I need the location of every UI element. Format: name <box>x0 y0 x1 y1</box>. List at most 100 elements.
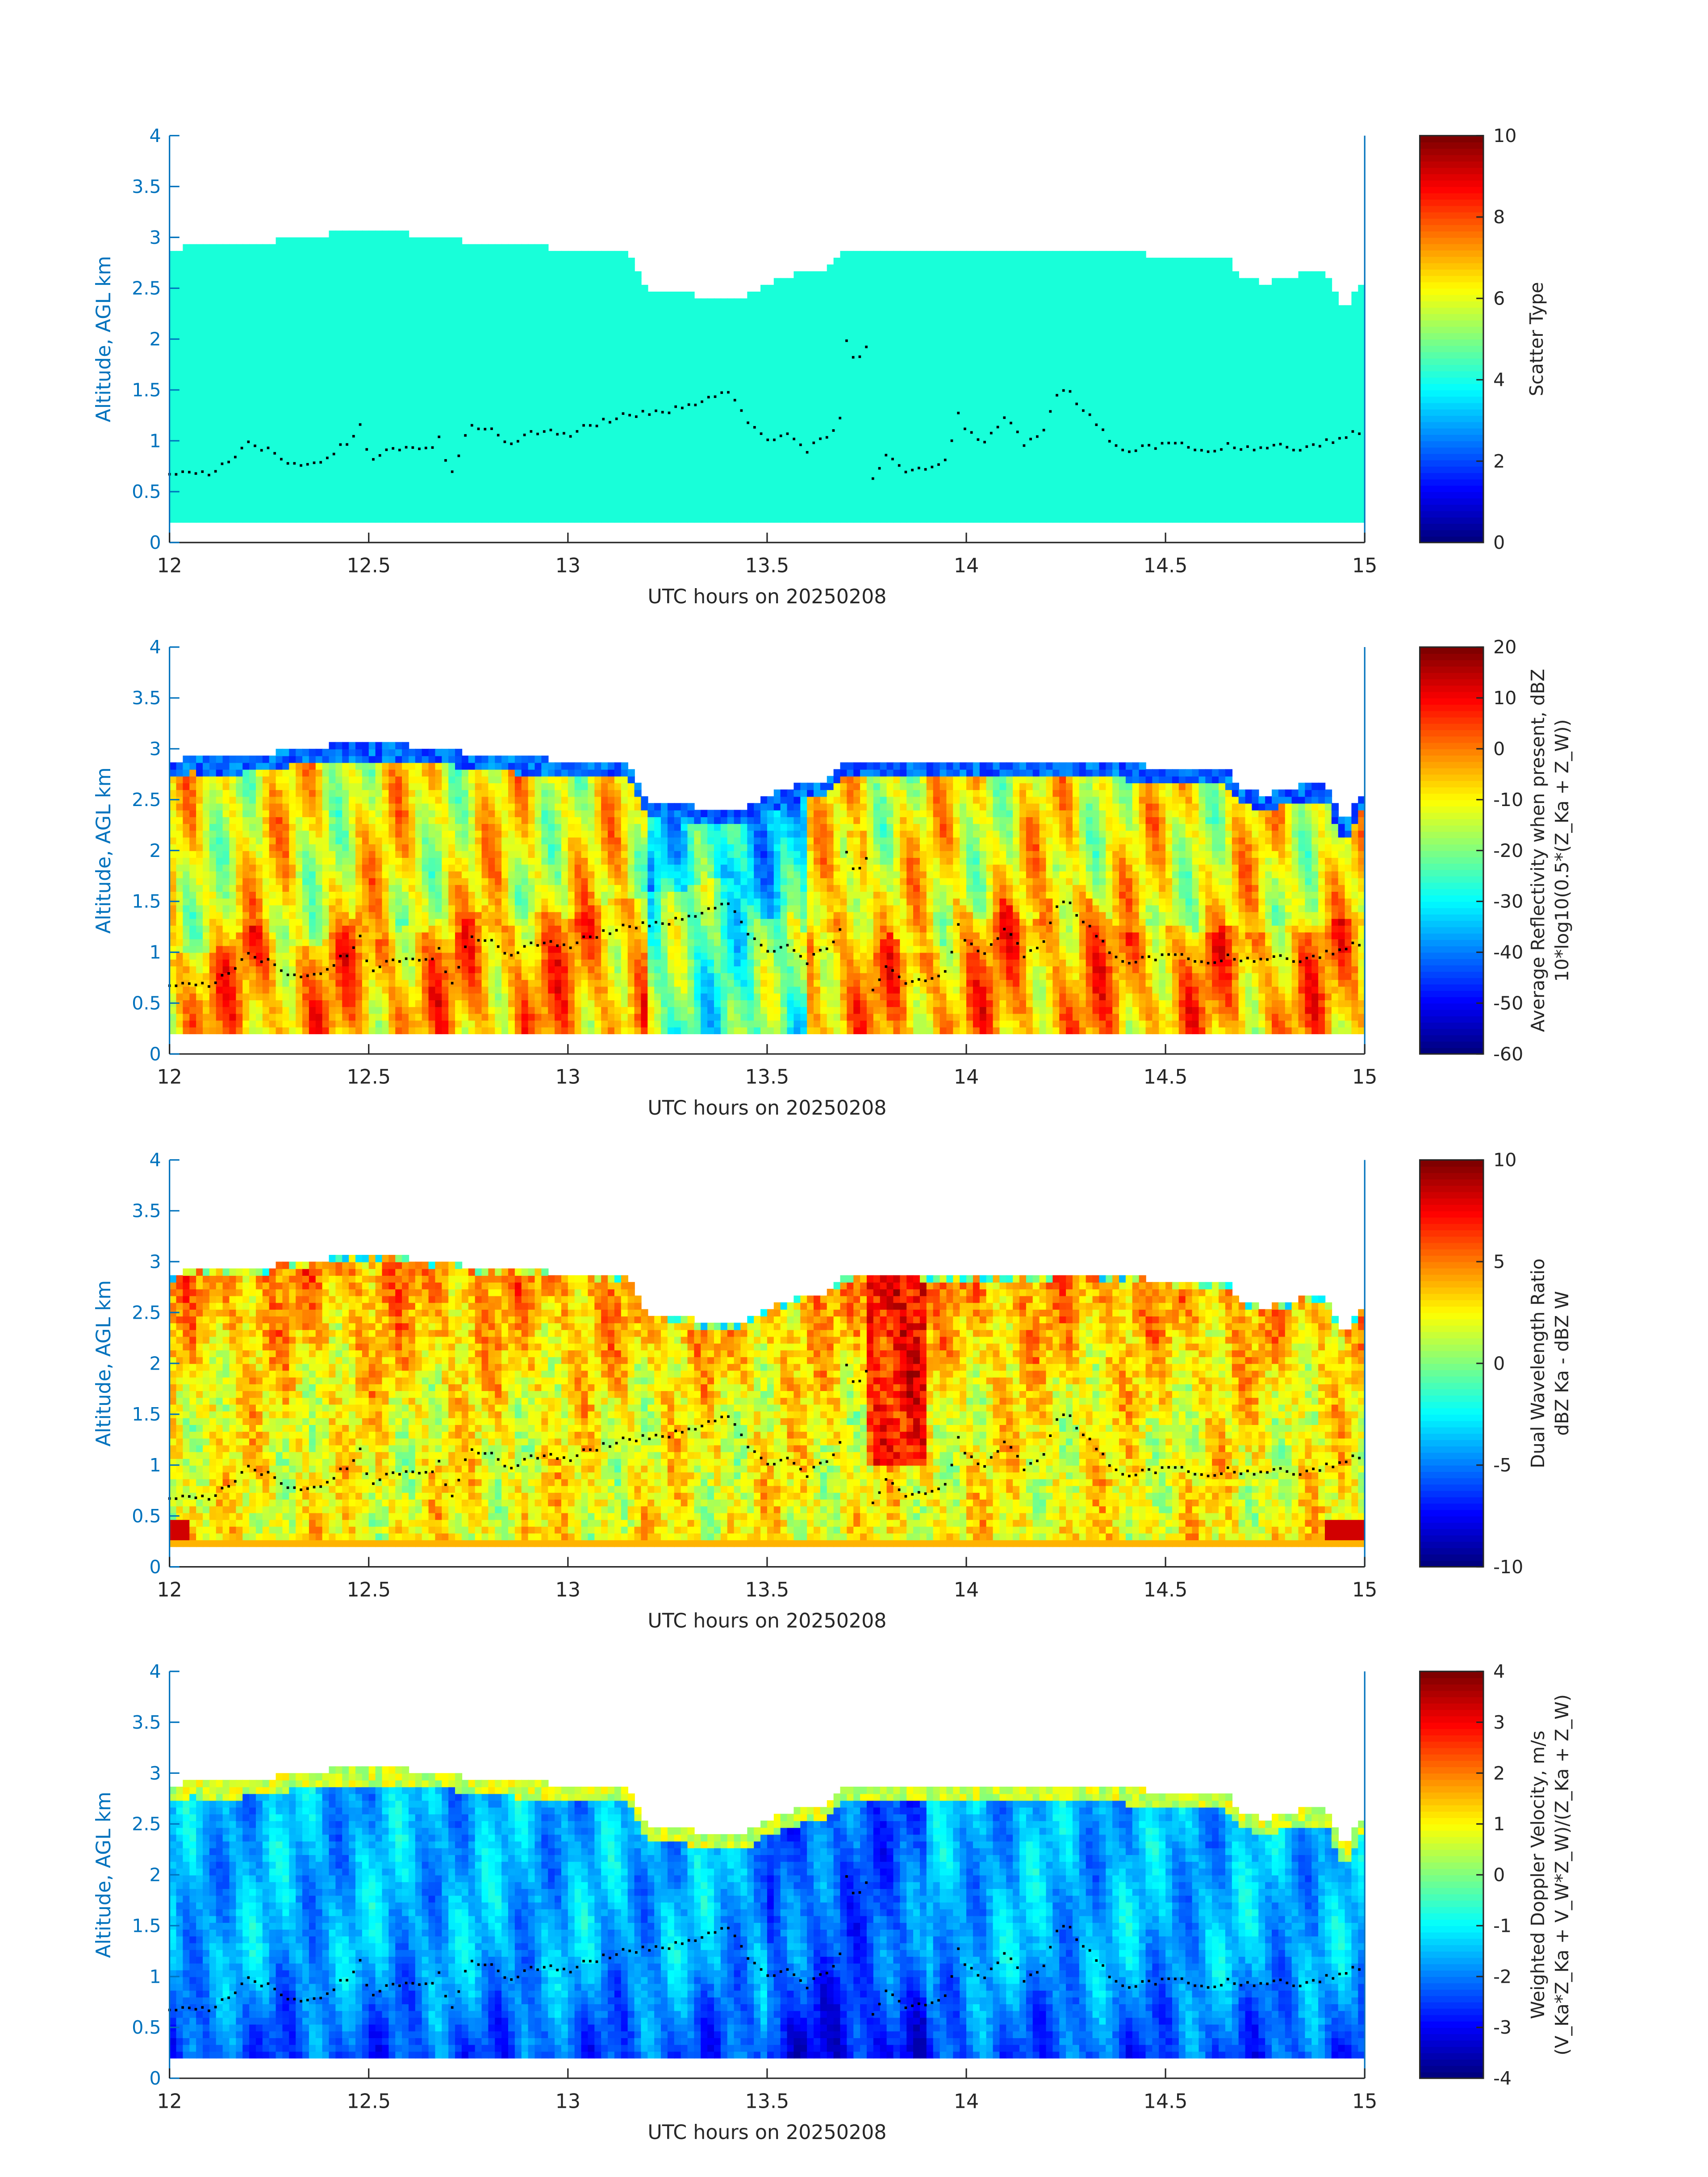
heatmap-cell <box>276 414 283 421</box>
heatmap-cell <box>568 420 575 428</box>
heatmap-cell <box>986 380 994 387</box>
heatmap-cell <box>481 271 489 279</box>
heatmap-cell <box>760 298 768 306</box>
heatmap-cell <box>581 251 589 259</box>
heatmap-cell <box>355 495 363 503</box>
heatmap-cell <box>269 312 276 320</box>
heatmap-cell <box>335 271 343 279</box>
heatmap-cell <box>276 515 283 523</box>
heatmap-cell <box>362 380 370 387</box>
heatmap-cell <box>209 447 217 455</box>
heatmap-cell <box>249 454 257 462</box>
heatmap-cell <box>514 292 522 299</box>
heatmap-cell <box>953 481 960 489</box>
heatmap-cell <box>661 427 668 435</box>
heatmap-cell <box>621 454 628 462</box>
heatmap-cell <box>886 373 894 380</box>
heatmap-cell <box>926 292 934 299</box>
heatmap-cell <box>820 359 828 367</box>
heatmap-cell <box>747 352 755 360</box>
heatmap-cell <box>455 420 463 428</box>
heatmap-cell <box>375 312 383 320</box>
heatmap-cell <box>760 332 768 340</box>
heatmap-cell <box>933 386 940 394</box>
heatmap-cell <box>209 366 217 374</box>
heatmap-cell <box>760 292 768 299</box>
heatmap-cell <box>309 475 317 482</box>
heatmap-cell <box>402 508 409 516</box>
heatmap-cell <box>986 481 994 489</box>
heatmap-cell <box>667 468 675 476</box>
heatmap-cell <box>754 488 761 496</box>
heatmap-cell <box>408 258 416 265</box>
heatmap-cell <box>793 481 801 489</box>
heatmap-cell <box>183 501 190 510</box>
heatmap-cell <box>395 325 403 333</box>
heatmap-cell <box>933 366 940 374</box>
heatmap-cell <box>428 278 436 286</box>
heatmap-cell <box>183 393 190 401</box>
heatmap-cell <box>448 298 456 306</box>
heatmap-cell <box>388 515 396 523</box>
heatmap-cell <box>747 366 755 374</box>
heatmap-cell <box>641 461 648 469</box>
heatmap-cell <box>442 373 449 380</box>
heatmap-cell <box>900 380 907 387</box>
heatmap-cell <box>800 271 808 279</box>
heatmap-cell <box>727 359 735 367</box>
heatmap-cell <box>568 373 575 380</box>
heatmap-cell <box>979 434 987 442</box>
heatmap-cell <box>255 325 263 333</box>
heatmap-cell <box>627 258 635 265</box>
heatmap-cell <box>422 407 429 414</box>
heatmap-cell <box>448 481 456 489</box>
heatmap-cell <box>535 454 542 462</box>
heatmap-cell <box>236 481 243 489</box>
heatmap-cell <box>873 475 881 482</box>
heatmap-cell <box>548 366 555 374</box>
heatmap-cell <box>322 434 330 442</box>
heatmap-cell <box>661 292 668 299</box>
heatmap-cell <box>568 332 575 340</box>
heatmap-cell <box>946 251 954 259</box>
heatmap-cell <box>926 366 934 374</box>
heatmap-cell <box>362 441 370 448</box>
heatmap-cell <box>588 468 595 476</box>
heatmap-cell <box>415 298 422 306</box>
heatmap-cell <box>541 325 549 333</box>
heatmap-cell <box>176 271 184 279</box>
heatmap-cell <box>189 380 197 387</box>
heatmap-cell <box>594 488 602 496</box>
heatmap-cell <box>475 325 482 333</box>
heatmap-cell <box>608 284 615 292</box>
heatmap-cell <box>395 278 403 286</box>
heatmap-cell <box>747 373 755 380</box>
heatmap-cell <box>242 386 250 394</box>
heatmap-cell <box>641 393 648 401</box>
heatmap-cell <box>767 312 775 320</box>
heatmap-cell <box>342 461 350 469</box>
heatmap-cell <box>993 400 1000 408</box>
heatmap-cell <box>342 414 350 421</box>
heatmap-cell <box>508 386 516 394</box>
heatmap-cell <box>362 251 370 259</box>
heatmap-cell <box>555 366 562 374</box>
heatmap-cell <box>694 454 702 462</box>
heatmap-cell <box>249 386 257 394</box>
heatmap-cell <box>627 515 635 523</box>
heatmap-cell <box>203 318 210 326</box>
heatmap-cell <box>388 230 396 238</box>
heatmap-cell <box>734 508 741 516</box>
heatmap-cell <box>342 359 350 367</box>
heatmap-cell <box>574 393 582 401</box>
heatmap-cell <box>555 468 562 476</box>
heatmap-cell <box>667 447 675 455</box>
heatmap-cell <box>514 339 522 347</box>
heatmap-cell <box>614 508 622 516</box>
heatmap-cell <box>893 400 901 408</box>
heatmap-cell <box>993 271 1000 279</box>
heatmap-cell <box>508 318 516 326</box>
heatmap-cell <box>322 420 330 428</box>
heatmap-cell <box>919 271 927 279</box>
heatmap-cell <box>701 359 708 367</box>
